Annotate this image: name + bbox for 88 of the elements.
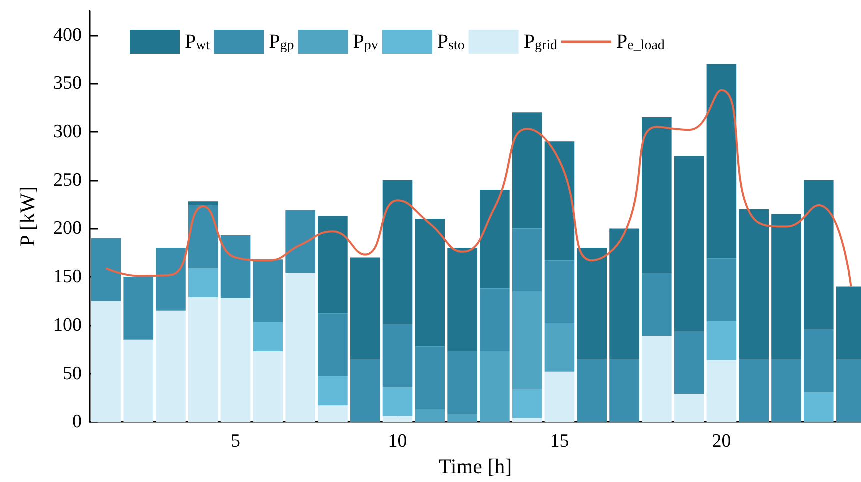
bar	[415, 219, 446, 347]
legend-label: Ppv	[353, 31, 378, 54]
bar	[124, 277, 154, 340]
bar	[544, 323, 575, 372]
bar	[642, 117, 672, 274]
y-tick-label: 350	[54, 73, 82, 94]
bar	[610, 228, 640, 360]
legend-label: Psto	[437, 31, 465, 54]
bar	[674, 331, 704, 394]
bar	[448, 352, 478, 414]
bar	[350, 359, 380, 422]
bar	[772, 359, 802, 422]
bar	[415, 346, 446, 410]
bar	[91, 301, 122, 422]
bar	[415, 410, 446, 422]
legend-label: Pe_load	[616, 31, 665, 54]
bar	[448, 414, 478, 422]
bar	[642, 336, 672, 422]
x-axis-title: Time [h]	[438, 454, 512, 478]
x-tick-label: 20	[712, 431, 732, 452]
bar	[480, 288, 510, 352]
bar	[512, 228, 542, 292]
bar	[448, 248, 478, 352]
bar	[706, 322, 737, 360]
bar	[739, 359, 769, 422]
bar	[253, 352, 284, 422]
bar	[804, 392, 834, 422]
y-tick-label: 50	[63, 363, 82, 384]
y-axis-title: P [kW]	[16, 186, 40, 247]
bar	[382, 324, 413, 388]
bar	[674, 156, 704, 332]
legend-label: Pgp	[269, 31, 294, 54]
bar	[220, 235, 251, 298]
legend-label: Pgrid	[524, 31, 558, 54]
y-tick-label: 300	[54, 122, 82, 142]
bar	[577, 248, 608, 360]
bar	[318, 376, 348, 406]
y-tick-label: 400	[54, 24, 82, 46]
bar	[772, 214, 802, 360]
bar	[577, 359, 608, 422]
bar	[318, 406, 348, 422]
bar	[706, 64, 737, 259]
bar	[124, 340, 154, 422]
bar	[480, 352, 510, 422]
bar	[739, 209, 769, 360]
bar	[156, 248, 186, 311]
line-series	[105, 89, 852, 288]
y-tick-label: 100	[54, 314, 82, 336]
bar	[253, 260, 284, 322]
bar	[480, 190, 510, 289]
bar	[512, 112, 542, 229]
bar	[220, 298, 251, 422]
bar	[382, 416, 413, 422]
bar	[318, 314, 348, 377]
bar	[512, 292, 542, 390]
bar	[544, 372, 575, 422]
bar	[188, 297, 218, 422]
bar	[91, 238, 122, 302]
bar	[156, 310, 186, 422]
bar	[350, 258, 380, 360]
bar	[512, 389, 542, 418]
bar	[706, 258, 737, 322]
bar	[318, 216, 348, 314]
legend-label: Pwt	[185, 31, 210, 54]
bar	[382, 387, 413, 416]
bar	[188, 202, 218, 206]
bar	[286, 210, 316, 274]
bar	[804, 329, 834, 392]
bar	[253, 322, 284, 352]
y-tick-label: 250	[54, 170, 82, 191]
bar	[382, 180, 413, 324]
bar	[286, 273, 316, 422]
bar	[544, 260, 575, 324]
bar	[706, 360, 737, 422]
y-tick-label: 150	[54, 266, 82, 288]
bar	[544, 142, 575, 261]
bar	[642, 273, 672, 336]
bar	[188, 205, 218, 268]
bar	[804, 180, 834, 330]
bar	[674, 394, 704, 422]
x-tick-label: 10	[388, 431, 408, 452]
x-tick-label: 5	[231, 431, 241, 452]
bar	[188, 268, 218, 298]
y-tick-label: 200	[54, 218, 82, 240]
bar	[610, 359, 640, 422]
x-tick-label: 15	[550, 431, 570, 452]
bar	[512, 418, 542, 422]
y-tick-label: 0	[72, 412, 82, 433]
